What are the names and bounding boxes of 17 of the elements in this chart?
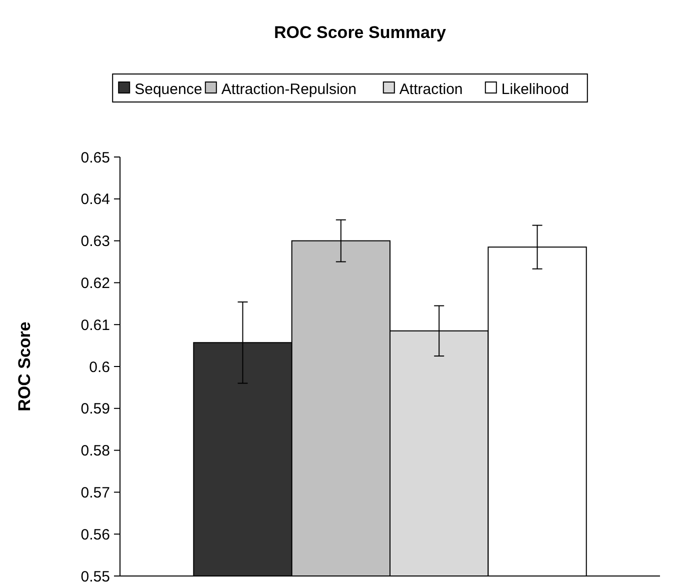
y-tick-label: 0.6 [89, 358, 110, 376]
chart-title: ROC Score Summary [274, 23, 447, 42]
y-tick-label: 0.59 [80, 400, 110, 418]
y-tick-label: 0.58 [80, 442, 110, 460]
legend-label: Attraction-Repulsion [221, 81, 356, 98]
y-tick-label: 0.65 [80, 149, 110, 166]
y-tick-label: 0.55 [80, 568, 110, 586]
y-tick-label: 0.62 [80, 274, 110, 292]
y-tick-label: 0.57 [80, 484, 110, 502]
legend-label: Sequence [134, 81, 202, 98]
y-tick-label: 0.63 [80, 233, 110, 250]
legend-label: Likelihood [501, 81, 569, 98]
legend-label: Attraction [399, 81, 463, 98]
y-axis-title: ROC Score [15, 322, 34, 412]
y-tick-label: 0.64 [80, 191, 110, 208]
y-tick-label: 0.56 [80, 526, 110, 544]
y-tick-label: 0.61 [80, 316, 110, 334]
